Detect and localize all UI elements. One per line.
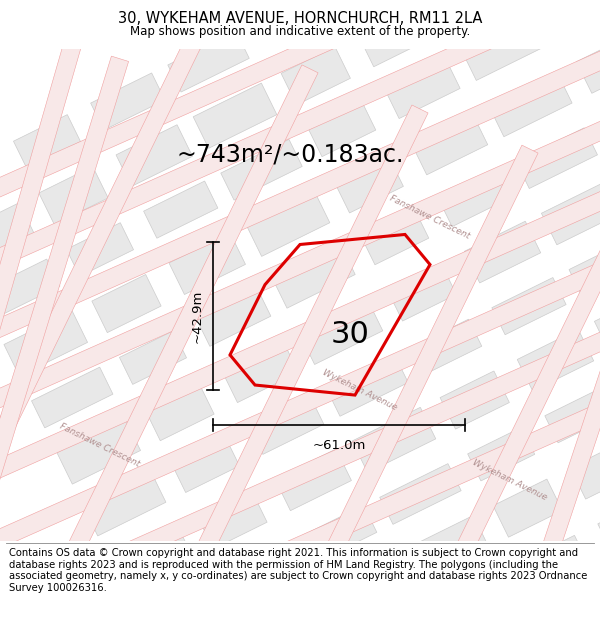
Text: Fanshawe Crescent: Fanshawe Crescent — [388, 194, 472, 241]
Polygon shape — [387, 263, 457, 321]
Polygon shape — [0, 16, 89, 473]
Polygon shape — [221, 139, 302, 200]
Polygon shape — [362, 211, 429, 265]
Polygon shape — [256, 0, 323, 49]
Polygon shape — [172, 439, 239, 493]
Polygon shape — [541, 179, 600, 245]
Polygon shape — [169, 233, 245, 294]
Polygon shape — [481, 247, 600, 625]
Polygon shape — [91, 73, 165, 130]
Polygon shape — [299, 299, 383, 364]
Polygon shape — [32, 367, 113, 428]
Polygon shape — [162, 105, 428, 625]
Text: Contains OS data © Crown copyright and database right 2021. This information is : Contains OS data © Crown copyright and d… — [9, 548, 587, 593]
Polygon shape — [467, 428, 535, 481]
Polygon shape — [302, 505, 377, 562]
Polygon shape — [0, 31, 600, 358]
Polygon shape — [309, 103, 376, 157]
Polygon shape — [545, 386, 600, 442]
Text: ~42.9m: ~42.9m — [191, 289, 204, 343]
Polygon shape — [39, 166, 108, 224]
Polygon shape — [0, 311, 600, 625]
Polygon shape — [0, 382, 600, 625]
Polygon shape — [226, 547, 292, 601]
Polygon shape — [52, 65, 318, 585]
Polygon shape — [0, 56, 128, 614]
Polygon shape — [250, 398, 324, 454]
Polygon shape — [382, 185, 600, 625]
Polygon shape — [598, 494, 600, 551]
Polygon shape — [119, 331, 187, 384]
Polygon shape — [488, 71, 572, 137]
Polygon shape — [411, 113, 488, 175]
Polygon shape — [85, 475, 166, 536]
Polygon shape — [272, 145, 538, 625]
Polygon shape — [595, 288, 600, 353]
Polygon shape — [0, 259, 60, 320]
Polygon shape — [0, 0, 600, 288]
Polygon shape — [386, 61, 460, 119]
Polygon shape — [327, 356, 408, 416]
Text: Fanshawe Crescent: Fanshawe Crescent — [58, 422, 142, 469]
Polygon shape — [281, 47, 350, 105]
Polygon shape — [274, 248, 355, 308]
Text: ~743m²/~0.183ac.: ~743m²/~0.183ac. — [176, 142, 404, 166]
Polygon shape — [415, 319, 482, 373]
Polygon shape — [13, 114, 80, 168]
Polygon shape — [577, 35, 600, 93]
Polygon shape — [492, 278, 566, 335]
Polygon shape — [168, 31, 249, 92]
Polygon shape — [569, 236, 600, 297]
Polygon shape — [516, 127, 598, 189]
Polygon shape — [110, 527, 194, 592]
Polygon shape — [275, 449, 352, 511]
Polygon shape — [493, 479, 562, 538]
Text: Wykeham Avenue: Wykeham Avenue — [471, 458, 549, 503]
Polygon shape — [517, 329, 593, 391]
Polygon shape — [246, 191, 330, 256]
Polygon shape — [0, 0, 600, 217]
Text: ~61.0m: ~61.0m — [313, 439, 365, 452]
Text: Map shows position and indicative extent of the property.: Map shows position and indicative extent… — [130, 25, 470, 38]
Polygon shape — [464, 221, 541, 283]
Polygon shape — [0, 171, 600, 499]
Polygon shape — [380, 464, 461, 524]
Text: 30: 30 — [331, 321, 370, 349]
Polygon shape — [463, 20, 544, 81]
Polygon shape — [0, 241, 600, 569]
Polygon shape — [0, 202, 35, 268]
Polygon shape — [222, 341, 298, 402]
Polygon shape — [193, 83, 277, 148]
Text: Wykeham Avenue: Wykeham Avenue — [321, 368, 399, 412]
Polygon shape — [334, 155, 403, 213]
Polygon shape — [92, 274, 161, 332]
Text: 30, WYKEHAM AVENUE, HORNCHURCH, RM11 2LA: 30, WYKEHAM AVENUE, HORNCHURCH, RM11 2LA — [118, 11, 482, 26]
Polygon shape — [57, 419, 140, 484]
Polygon shape — [405, 516, 489, 581]
Polygon shape — [521, 536, 588, 589]
Polygon shape — [143, 181, 218, 238]
Polygon shape — [197, 289, 271, 346]
Polygon shape — [439, 169, 513, 227]
Polygon shape — [570, 438, 600, 499]
Polygon shape — [67, 222, 134, 276]
Polygon shape — [116, 125, 193, 186]
Polygon shape — [440, 371, 509, 429]
Polygon shape — [0, 25, 208, 544]
Polygon shape — [4, 311, 88, 376]
Polygon shape — [145, 382, 214, 441]
Polygon shape — [352, 408, 436, 472]
Polygon shape — [198, 491, 267, 549]
Polygon shape — [358, 5, 435, 67]
Polygon shape — [0, 101, 600, 428]
